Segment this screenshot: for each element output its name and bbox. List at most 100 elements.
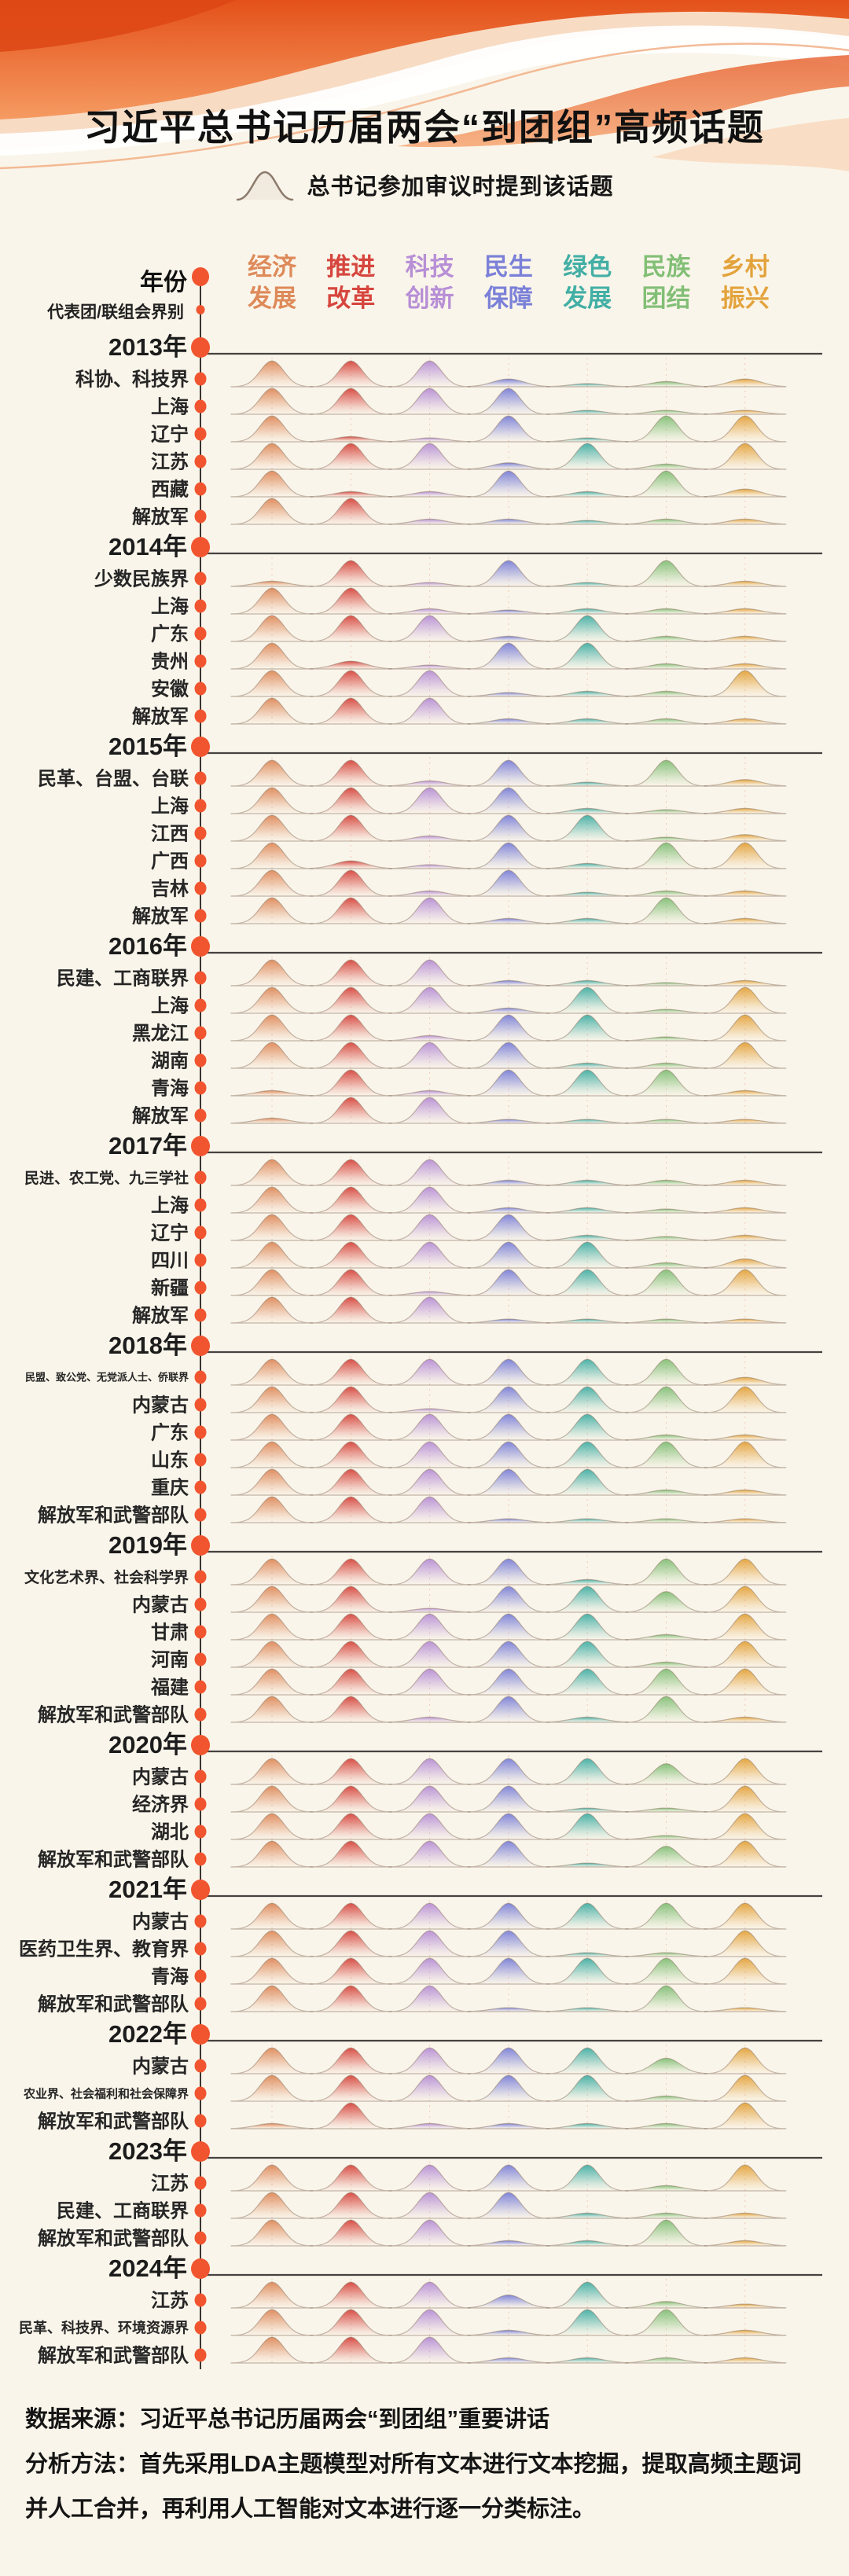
wave-科技创新 (388, 582, 472, 587)
wave-科技创新 (388, 437, 472, 443)
wave-经济发展 (230, 2281, 314, 2309)
row-label: 黑龙江 (132, 1023, 189, 1045)
row-label: 辽宁 (151, 1222, 189, 1244)
wave-经济发展 (230, 842, 314, 869)
wave-绿色发展 (546, 1862, 629, 1868)
wave-乡村振兴 (704, 1785, 787, 1813)
wave-推进改革 (309, 1586, 392, 1613)
wave-科技创新 (388, 1558, 472, 1586)
wave-科技创新 (388, 1186, 472, 1214)
wave-乡村振兴 (704, 1840, 787, 1868)
wave-经济发展 (230, 2074, 314, 2102)
wave-经济发展 (230, 1496, 314, 1523)
wave-民族团结 (624, 2185, 708, 2192)
wave-民族团结 (624, 1009, 708, 1014)
row-dot (194, 1108, 207, 1123)
data-source-note: 数据来源：习近平总书记历届两会“到团组”重要讲话 (25, 2407, 550, 2432)
wave-乡村振兴 (704, 1179, 787, 1186)
wave-经济发展 (230, 1358, 314, 1386)
year-label: 2022年 (108, 2020, 187, 2048)
wave-经济发展 (230, 1902, 314, 1930)
wave-绿色发展 (546, 1578, 629, 1586)
wave-科技创新 (388, 1716, 472, 1723)
wave-经济发展 (230, 2336, 314, 2364)
wave-民族团结 (624, 380, 708, 388)
year-dot (191, 2024, 210, 2045)
wave-科技创新 (388, 1296, 472, 1324)
wave-乡村振兴 (704, 518, 787, 525)
wave-乡村振兴 (704, 1716, 787, 1723)
row-label: 解放军 (132, 906, 189, 928)
wave-乡村振兴 (704, 718, 787, 725)
row-dot (194, 1797, 207, 1811)
wave-民生保障 (467, 1269, 550, 1296)
row-dot (194, 1053, 207, 1068)
wave-民族团结 (624, 415, 708, 443)
wave-民族团结 (624, 463, 708, 470)
wave-推进改革 (309, 860, 392, 869)
wave-推进改革 (309, 1413, 392, 1441)
wave-科技创新 (388, 1985, 472, 2012)
wave-民生保障 (467, 917, 550, 924)
wave-经济发展 (230, 987, 314, 1014)
wave-民生保障 (467, 1386, 550, 1413)
wave-民族团结 (624, 2309, 708, 2336)
wave-经济发展 (230, 1586, 314, 1613)
wave-民族团结 (624, 1069, 708, 1097)
wave-民族团结 (624, 1208, 708, 1214)
wave-推进改革 (309, 897, 392, 924)
wave-推进改革 (309, 787, 392, 814)
wave-绿色发展 (546, 2281, 629, 2309)
row-label: 江西 (151, 824, 189, 845)
wave-民生保障 (467, 1696, 550, 1723)
wave-绿色发展 (546, 2240, 629, 2247)
wave-乡村振兴 (704, 1586, 787, 1613)
wave-绿色发展 (546, 2007, 629, 2012)
wave-民生保障 (467, 814, 550, 842)
wave-科技创新 (388, 608, 472, 615)
row-label: 内蒙古 (132, 1912, 189, 1933)
year-label: 2023年 (108, 2137, 187, 2165)
wave-民生保障 (467, 1119, 550, 1124)
row-label: 解放军 (132, 706, 189, 728)
wave-推进改革 (309, 1042, 392, 1069)
row-dot (194, 1370, 207, 1384)
wave-绿色发展 (546, 1716, 629, 1723)
wave-绿色发展 (546, 781, 629, 787)
row-label: 重庆 (151, 1478, 189, 1499)
wave-绿色发展 (546, 642, 629, 670)
row-dot (194, 1508, 207, 1522)
wave-推进改革 (309, 1441, 392, 1468)
wave-推进改革 (309, 2219, 392, 2247)
wave-推进改革 (309, 498, 392, 525)
wave-乡村振兴 (704, 608, 787, 615)
row-dot (194, 2293, 207, 2307)
row-dot (194, 1170, 207, 1185)
wave-科技创新 (388, 2219, 472, 2247)
wave-绿色发展 (546, 891, 629, 897)
wave-民族团结 (624, 2122, 708, 2130)
wave-民生保障 (467, 2329, 550, 2336)
row-dot (194, 654, 207, 668)
wave-推进改革 (309, 1186, 392, 1214)
wave-乡村振兴 (704, 834, 787, 842)
wave-绿色发展 (546, 1668, 629, 1696)
wave-绿色发展 (546, 1807, 629, 1813)
wave-民族团结 (624, 1902, 708, 1930)
wave-推进改革 (309, 1296, 392, 1324)
wave-乡村振兴 (704, 1376, 787, 1386)
wave-科技创新 (388, 1358, 472, 1386)
year-label: 2017年 (108, 1132, 187, 1159)
year-dot (191, 537, 210, 557)
row-dot (194, 2348, 207, 2362)
wave-乡村振兴 (704, 779, 787, 787)
wave-推进改革 (309, 2192, 392, 2219)
wave-民族团结 (624, 759, 708, 787)
wave-民族团结 (624, 809, 708, 814)
wave-乡村振兴 (704, 1014, 787, 1042)
wave-民族团结 (624, 836, 708, 842)
wave-经济发展 (230, 670, 314, 697)
wave-绿色发展 (546, 1207, 629, 1214)
wave-民族团结 (624, 1386, 708, 1413)
